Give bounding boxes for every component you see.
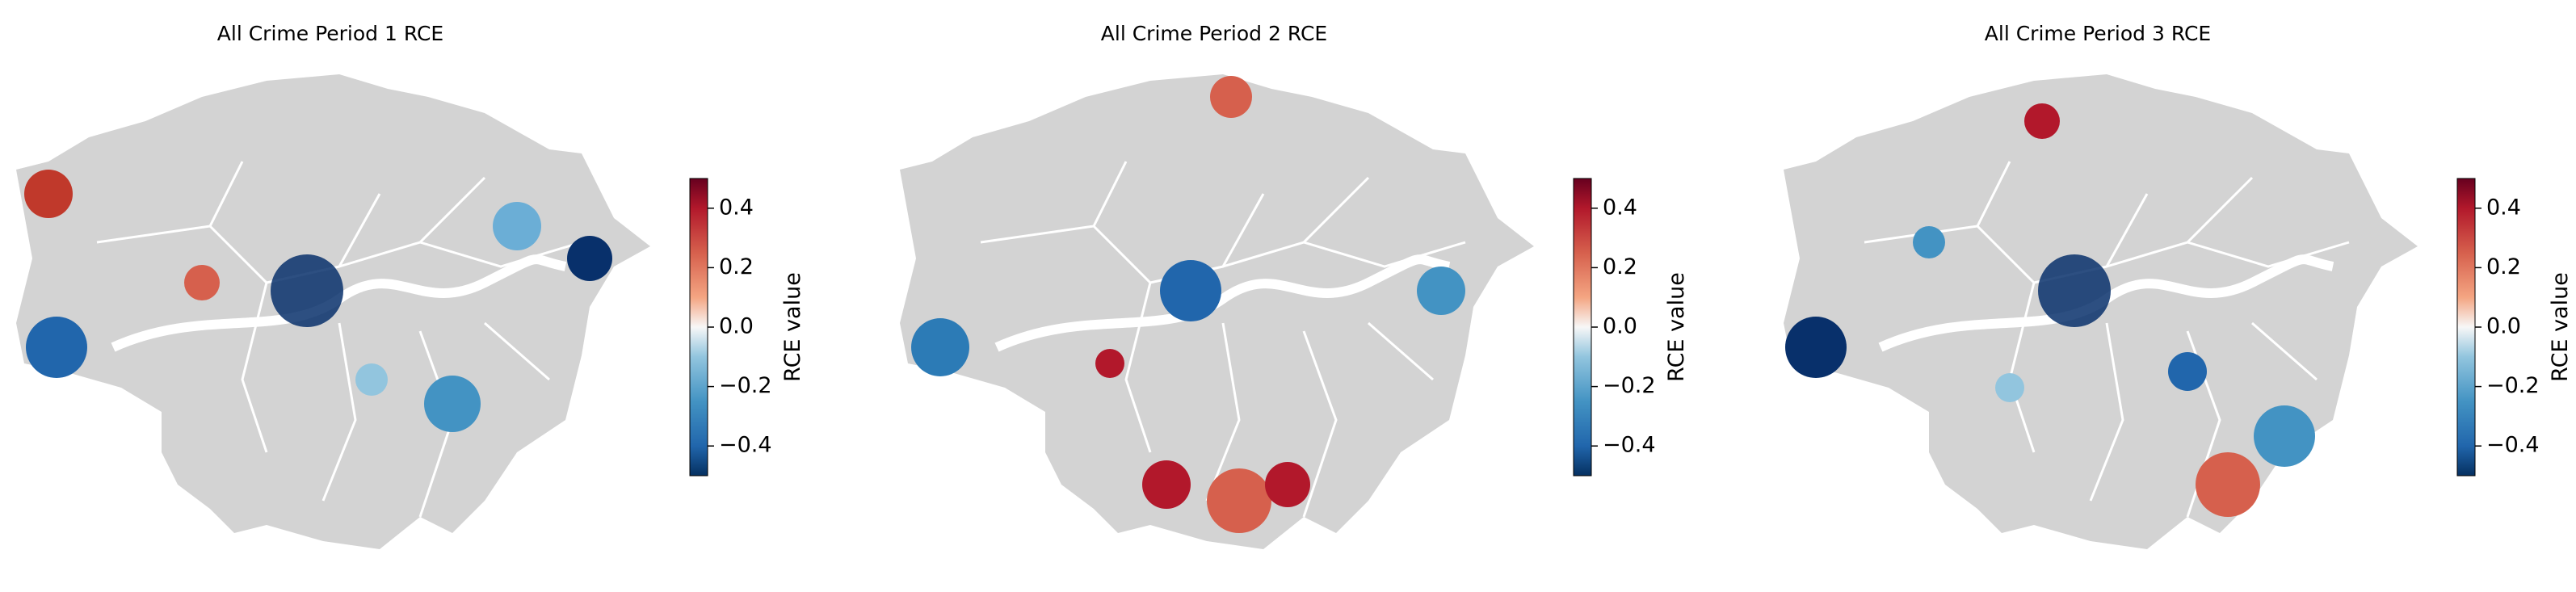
colorbar-label: RCE value (780, 272, 805, 382)
colorbar-tick-label: 0.4 (2486, 195, 2521, 220)
colorbar-tick-label: −0.2 (719, 373, 772, 398)
panel: All Crime Period 3 RCE −0.4 −0.2 0.0 0.2 0.4 R… (1985, 22, 2573, 477)
colorbar-tick-label: 0.4 (719, 195, 754, 220)
colorbar-tick-label: 0.4 (1603, 195, 1637, 220)
colorbar-tick-label: 0.2 (2486, 254, 2521, 279)
colorbar-tick-label: −0.4 (1603, 433, 1656, 458)
colorbar-label: RCE value (2548, 272, 2573, 382)
panel-title: All Crime Period 1 RCE (217, 22, 443, 45)
panel-title: All Crime Period 3 RCE (1985, 22, 2211, 45)
colorbar (1573, 178, 1592, 477)
map-panel-3 (1784, 74, 2418, 549)
map-areas (1785, 103, 2315, 517)
colorbar-tick-label: 0.0 (1603, 314, 1637, 339)
colorbar (689, 178, 708, 477)
colorbar-tick-label: −0.4 (719, 433, 772, 458)
map-areas (24, 170, 612, 432)
colorbar-tick-label: 0.0 (2486, 314, 2521, 339)
map-panel-2 (900, 74, 1534, 549)
map-panel-1 (16, 74, 650, 549)
colorbar-tick-label: 0.2 (1603, 254, 1637, 279)
panel-title: All Crime Period 2 RCE (1101, 22, 1327, 45)
panel: All Crime Period 2 RCE −0.4 −0.2 0.0 0.2 0.4 R… (1101, 22, 1689, 477)
map-areas (911, 76, 1465, 533)
colorbar-tick-label: 0.2 (719, 254, 754, 279)
colorbar-label: RCE value (1664, 272, 1689, 382)
colorbar-tick-label: −0.2 (1603, 373, 1656, 398)
colorbar-tick-label: −0.4 (2486, 433, 2540, 458)
colorbar-tick-label: 0.0 (719, 314, 754, 339)
colorbar (2456, 178, 2476, 477)
panel: All Crime Period 1 RCE −0.4 −0.2 0.0 0.2 0.4 R… (217, 22, 805, 477)
colorbar-tick-label: −0.2 (2486, 373, 2540, 398)
